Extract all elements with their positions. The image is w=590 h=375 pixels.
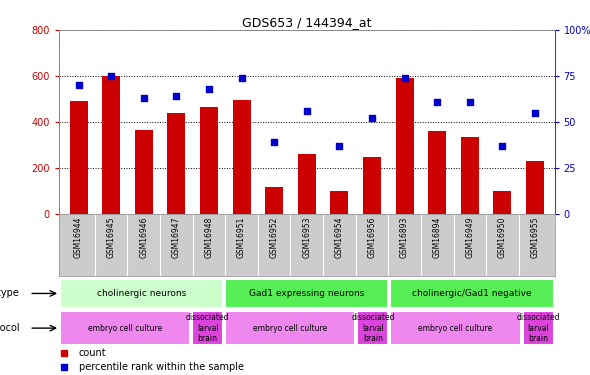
Bar — [225, 311, 355, 345]
Text: GSM16894: GSM16894 — [432, 217, 442, 258]
Bar — [192, 311, 223, 345]
Bar — [60, 311, 190, 345]
Point — [432, 99, 442, 105]
Text: count: count — [79, 348, 106, 358]
Point — [530, 110, 540, 116]
Point — [237, 75, 246, 81]
Bar — [358, 311, 388, 345]
Text: GSM16950: GSM16950 — [498, 217, 507, 258]
Text: embryo cell culture: embryo cell culture — [418, 324, 493, 333]
Text: GSM16951: GSM16951 — [237, 217, 246, 258]
Point — [270, 139, 279, 145]
Text: GSM16946: GSM16946 — [139, 217, 148, 258]
Bar — [493, 191, 512, 214]
Point — [465, 99, 474, 105]
Bar — [225, 279, 388, 308]
Point — [139, 95, 149, 101]
Title: GDS653 / 144394_at: GDS653 / 144394_at — [242, 16, 372, 29]
Text: dissociated
larval
brain: dissociated larval brain — [351, 313, 395, 343]
Bar — [523, 311, 553, 345]
Text: GSM16948: GSM16948 — [205, 217, 214, 258]
Text: embryo cell culture: embryo cell culture — [253, 324, 327, 333]
Bar — [461, 137, 479, 214]
Bar — [102, 76, 120, 214]
Text: Gad1 expressing neurons: Gad1 expressing neurons — [249, 289, 365, 298]
Point — [400, 75, 409, 81]
Point — [106, 73, 116, 79]
Bar — [391, 279, 553, 308]
Bar — [298, 154, 316, 214]
Text: GSM16893: GSM16893 — [400, 217, 409, 258]
Point — [368, 115, 377, 121]
Text: cholinergic/Gad1 negative: cholinergic/Gad1 negative — [412, 289, 532, 298]
Point — [498, 143, 507, 149]
Bar — [232, 100, 251, 214]
Point — [204, 86, 214, 92]
Text: GSM16949: GSM16949 — [466, 217, 474, 258]
Bar — [266, 188, 283, 214]
Text: protocol: protocol — [0, 323, 19, 333]
Bar — [70, 101, 87, 214]
Text: GSM16955: GSM16955 — [530, 217, 539, 258]
Text: cell type: cell type — [0, 288, 19, 298]
Bar — [428, 131, 446, 214]
Bar — [135, 130, 153, 214]
Text: GSM16947: GSM16947 — [172, 217, 181, 258]
Bar — [396, 78, 414, 214]
Text: percentile rank within the sample: percentile rank within the sample — [79, 362, 244, 372]
Text: dissociated
larval
brain: dissociated larval brain — [516, 313, 560, 343]
Text: GSM16953: GSM16953 — [302, 217, 312, 258]
Text: GSM16956: GSM16956 — [368, 217, 376, 258]
Point — [172, 93, 181, 99]
Point — [302, 108, 312, 114]
Text: GSM16952: GSM16952 — [270, 217, 278, 258]
Bar — [60, 279, 223, 308]
Bar — [391, 311, 520, 345]
Text: cholinergic neurons: cholinergic neurons — [97, 289, 186, 298]
Text: GSM16945: GSM16945 — [107, 217, 116, 258]
Bar — [330, 191, 348, 214]
Bar — [200, 107, 218, 214]
Bar — [526, 161, 544, 214]
Bar — [363, 158, 381, 214]
Point — [74, 82, 83, 88]
Text: dissociated
larval
brain: dissociated larval brain — [186, 313, 230, 343]
Point — [335, 143, 344, 149]
Text: GSM16944: GSM16944 — [74, 217, 83, 258]
Text: GSM16954: GSM16954 — [335, 217, 344, 258]
Text: embryo cell culture: embryo cell culture — [88, 324, 162, 333]
Bar — [168, 112, 185, 214]
